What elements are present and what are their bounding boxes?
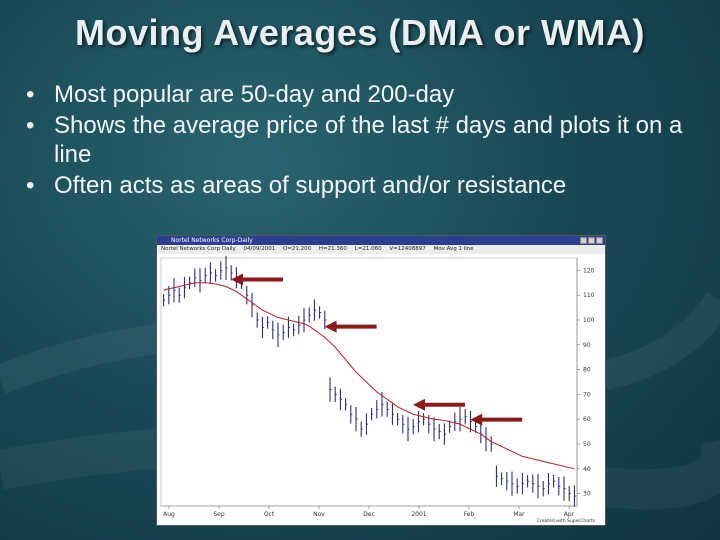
y-tick-label: 50: [583, 441, 591, 448]
stock-chart-window: Nortel Networks Corp-Daily Nortel Networ…: [156, 235, 606, 526]
chart-symbol: Nortel Networks Corp Daily: [161, 246, 236, 252]
bullet-item: • Most popular are 50-day and 200-day: [26, 80, 706, 109]
bullet-marker: •: [26, 172, 35, 199]
chart-window-titlebar[interactable]: Nortel Networks Corp-Daily: [157, 236, 605, 245]
x-tick-label: Sep: [213, 511, 225, 518]
bullet-item: • Shows the average price of the last # …: [26, 111, 706, 169]
moving-average-line: [163, 282, 575, 470]
close-button[interactable]: [596, 237, 603, 244]
chart-low: L=21.060: [354, 246, 382, 252]
y-tick-label: 120: [583, 267, 595, 274]
chart-date: 04/09/2001: [243, 246, 276, 252]
y-tick-label: 40: [583, 466, 591, 473]
minimize-button[interactable]: [580, 237, 587, 244]
chart-credit: Created with SuperCharts: [536, 519, 595, 524]
x-tick-label: Mar: [513, 511, 525, 518]
bullet-text: Most popular are 50-day and 200-day: [54, 81, 455, 108]
y-tick-label: 60: [583, 416, 591, 423]
x-tick-label: 2001: [411, 511, 426, 518]
x-tick-label: Oct: [264, 511, 275, 518]
chart-open: O=21.200: [282, 246, 312, 252]
bullet-item: • Often acts as areas of support and/or …: [26, 171, 706, 200]
x-tick-label: Feb: [464, 511, 475, 518]
bullet-text: Shows the average price of the last # da…: [54, 112, 683, 168]
y-tick-label: 80: [583, 367, 591, 374]
y-tick-label: 110: [583, 292, 595, 299]
y-tick-label: 30: [583, 491, 591, 498]
chart-ma-label: Mov Avg 1 line: [433, 246, 474, 252]
x-tick-label: Nov: [313, 511, 325, 518]
plot-area: [160, 257, 578, 507]
maximize-button[interactable]: [588, 237, 595, 244]
chart-data-header: Nortel Networks Corp Daily 04/09/2001 O=…: [157, 245, 605, 254]
x-tick-label: Aug: [163, 511, 175, 518]
y-tick-label: 100: [583, 317, 595, 324]
bullet-marker: •: [26, 112, 35, 139]
chart-window-title: Nortel Networks Corp-Daily: [171, 237, 253, 244]
chart-high: H=21.360: [318, 246, 347, 252]
price-chart-plot: 120 110 100 90 80 70 60 50 40 30 Aug Sep Oct Nov Dec 20…: [160, 255, 595, 518]
slide-title: Moving Averages (DMA or WMA): [74, 12, 645, 53]
bullet-marker: •: [26, 81, 35, 108]
bullet-list: • Most popular are 50-day and 200-day • …: [26, 80, 706, 202]
chart-volume: V=12408897: [389, 246, 426, 252]
y-tick-label: 70: [583, 391, 591, 398]
x-tick-label: Apr: [564, 511, 575, 518]
x-tick-label: Dec: [363, 511, 375, 518]
y-tick-label: 90: [583, 342, 591, 349]
bullet-text: Often acts as areas of support and/or re…: [54, 172, 567, 199]
